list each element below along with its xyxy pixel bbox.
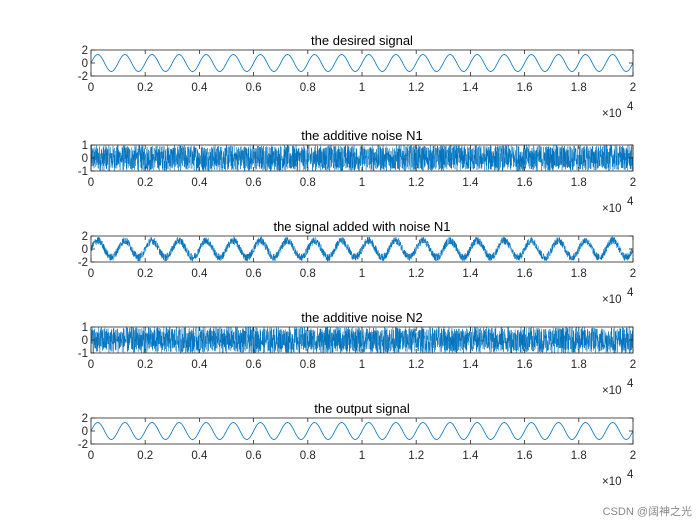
series-line <box>90 236 634 262</box>
x-multiplier: ×10 <box>602 108 622 120</box>
x-tick-label: 0.8 <box>300 359 316 371</box>
x-multiplier: ×10 <box>602 203 622 215</box>
x-tick-label: 1.6 <box>517 268 533 280</box>
x-tick-label: 1 <box>359 177 365 189</box>
x-tick-label: 1.8 <box>571 359 587 371</box>
x-tick-label: 2 <box>630 177 636 189</box>
x-tick-label: 0 <box>88 359 94 371</box>
x-tick-label: 0.8 <box>300 268 316 280</box>
x-tick-label: 1.2 <box>408 82 424 94</box>
subplot-title: the additive noise N2 <box>301 310 422 325</box>
x-tick-label: 1 <box>359 268 365 280</box>
y-tick-label: 2 <box>82 231 88 243</box>
x-tick-label: 0.4 <box>191 450 208 462</box>
y-tick-label: -1 <box>78 166 88 178</box>
series-line <box>90 54 634 72</box>
x-tick-label: 0.4 <box>191 359 208 371</box>
x-tick-label: 0.2 <box>137 177 153 189</box>
x-tick-label: 0.6 <box>246 268 262 280</box>
x-tick-label: 1 <box>359 450 365 462</box>
x-tick-label: 0.2 <box>137 82 153 94</box>
x-tick-label: 2 <box>630 450 636 462</box>
x-tick-label: 0 <box>88 177 94 189</box>
x-tick-label: 1 <box>359 82 365 94</box>
x-tick-label: 1.4 <box>462 82 479 94</box>
y-tick-label: 1 <box>82 140 88 152</box>
x-tick-label: 0.4 <box>191 177 208 189</box>
y-tick-label: 1 <box>82 322 88 334</box>
x-tick-label: 1.8 <box>571 82 587 94</box>
x-tick-label: 1.2 <box>408 177 424 189</box>
x-tick-label: 1.4 <box>462 359 479 371</box>
x-tick-label: 0.4 <box>191 82 208 94</box>
x-multiplier-exponent: 4 <box>627 196 634 208</box>
x-multiplier-exponent: 4 <box>627 378 634 390</box>
subplot-title: the additive noise N1 <box>301 128 422 143</box>
x-multiplier-exponent: 4 <box>627 469 634 481</box>
y-tick-label: 0 <box>82 244 88 256</box>
x-multiplier: ×10 <box>602 294 622 306</box>
x-tick-label: 0.2 <box>137 450 153 462</box>
x-tick-label: 1.6 <box>517 82 533 94</box>
y-tick-label: -2 <box>78 71 88 83</box>
x-multiplier-exponent: 4 <box>627 101 634 113</box>
x-tick-label: 0.6 <box>246 450 262 462</box>
series-line <box>90 144 634 172</box>
y-tick-label: 2 <box>82 45 88 57</box>
x-tick-label: 1.6 <box>517 177 533 189</box>
x-tick-label: 1.4 <box>462 450 479 462</box>
series-line <box>90 422 634 440</box>
x-tick-label: 1.8 <box>571 177 587 189</box>
x-tick-label: 1.8 <box>571 450 587 462</box>
x-tick-label: 1.2 <box>408 359 424 371</box>
x-tick-label: 2 <box>630 359 636 371</box>
y-tick-label: 0 <box>82 58 88 70</box>
x-tick-label: 0.4 <box>191 268 208 280</box>
subplot-title: the desired signal <box>311 33 413 48</box>
x-tick-label: 0 <box>88 268 94 280</box>
x-tick-label: 1.6 <box>517 450 533 462</box>
x-tick-label: 0 <box>88 82 94 94</box>
watermark: CSDN @阔神之光 <box>602 506 692 518</box>
x-tick-label: 0 <box>88 450 94 462</box>
y-tick-label: 0 <box>82 153 88 165</box>
y-tick-label: 0 <box>82 426 88 438</box>
x-tick-label: 1.4 <box>462 268 479 280</box>
x-tick-label: 0.6 <box>246 82 262 94</box>
x-tick-label: 0.8 <box>300 177 316 189</box>
x-tick-label: 0.2 <box>137 359 153 371</box>
x-tick-label: 0.6 <box>246 359 262 371</box>
y-tick-label: -2 <box>78 439 88 451</box>
x-tick-label: 0.8 <box>300 450 316 462</box>
y-tick-label: -2 <box>78 257 88 269</box>
x-multiplier-exponent: 4 <box>627 287 634 299</box>
y-tick-label: 0 <box>82 335 88 347</box>
y-tick-label: -1 <box>78 348 88 360</box>
x-multiplier: ×10 <box>602 476 622 488</box>
x-tick-label: 1.2 <box>408 268 424 280</box>
x-tick-label: 1.8 <box>571 268 587 280</box>
x-tick-label: 1.2 <box>408 450 424 462</box>
x-tick-label: 0.8 <box>300 82 316 94</box>
x-tick-label: 1 <box>359 359 365 371</box>
subplot-title: the output signal <box>314 401 410 416</box>
x-tick-label: 0.6 <box>246 177 262 189</box>
x-tick-label: 0.2 <box>137 268 153 280</box>
x-tick-label: 2 <box>630 82 636 94</box>
x-tick-label: 2 <box>630 268 636 280</box>
x-multiplier: ×10 <box>602 385 622 397</box>
subplot-title: the signal added with noise N1 <box>273 219 450 234</box>
x-tick-label: 1.6 <box>517 359 533 371</box>
x-tick-label: 1.4 <box>462 177 479 189</box>
y-tick-label: 2 <box>82 413 88 425</box>
